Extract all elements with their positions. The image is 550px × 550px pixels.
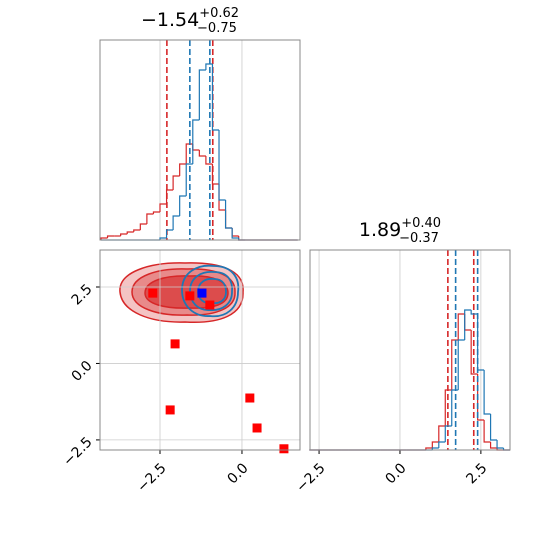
histogram-step — [470, 330, 478, 375]
histogram-step — [464, 309, 472, 340]
scatter-point — [197, 288, 207, 298]
x-tick-label: 0.0 — [383, 460, 410, 487]
histogram-step — [152, 211, 160, 214]
histogram-step — [211, 64, 220, 131]
scatter-point — [170, 339, 180, 349]
title-lower: −0.37 — [399, 231, 439, 246]
histogram-step — [159, 237, 167, 240]
scatter-point — [205, 300, 215, 310]
histogram-step — [139, 223, 147, 230]
histogram-step — [457, 313, 465, 340]
histogram-step — [231, 228, 239, 239]
x-tick-label: 2.5 — [463, 460, 490, 487]
title-value: 1.89 — [359, 219, 401, 241]
title-value: −1.54 — [141, 9, 199, 31]
histogram-step — [192, 119, 200, 164]
histogram-step — [179, 163, 187, 176]
contour-line — [189, 271, 233, 311]
histogram-step — [464, 314, 472, 331]
histogram-step — [205, 156, 213, 165]
panel-title: −1.54+0.62 −0.75 — [141, 6, 239, 36]
scatter-point — [252, 423, 262, 433]
histogram-step — [489, 414, 498, 441]
histogram-step — [172, 215, 180, 230]
histogram-step — [231, 228, 239, 237]
histogram-step — [438, 425, 446, 442]
histogram-step — [120, 233, 128, 236]
histogram-step — [218, 130, 226, 201]
y-tick-label: 0.0 — [69, 358, 96, 385]
histogram-step — [431, 447, 439, 450]
scatter-point — [245, 393, 255, 403]
histogram-step — [489, 442, 498, 449]
histogram-step — [224, 200, 233, 229]
x-tick-label: −2.5 — [134, 460, 169, 495]
panel-frame — [309, 249, 511, 451]
histogram-step — [100, 237, 108, 240]
histogram-step — [483, 370, 491, 415]
histogram-step — [451, 339, 459, 390]
histogram-step — [224, 210, 233, 229]
histogram-step — [198, 69, 206, 120]
panel-frame — [99, 249, 301, 451]
panel: −1.54+0.62 −0.75 — [99, 6, 301, 241]
histogram-step — [483, 420, 491, 443]
histogram-step — [185, 163, 193, 196]
histogram-step — [172, 175, 180, 190]
panel-frame — [99, 39, 301, 241]
panel: −2.5 0.0 2.5 1.89+0.40 −0.37 — [293, 216, 511, 496]
histogram-step — [133, 229, 141, 232]
histogram-step — [126, 231, 134, 234]
histogram-step — [198, 150, 206, 157]
histogram-step — [106, 235, 115, 238]
contour-line — [181, 264, 240, 318]
histogram-step — [425, 447, 433, 450]
x-tick-label: 0.0 — [225, 460, 252, 487]
histogram-step — [438, 441, 446, 448]
histogram-step — [192, 144, 200, 151]
scatter-point — [279, 444, 289, 454]
histogram-step — [444, 425, 452, 442]
histogram-step — [496, 440, 504, 449]
histogram-step — [431, 441, 439, 448]
histogram-step — [218, 184, 226, 211]
title-lower: −0.75 — [197, 21, 237, 36]
histogram-step — [444, 389, 452, 426]
histogram-step — [159, 203, 167, 212]
scatter-point — [148, 288, 158, 298]
scatter-point — [185, 291, 195, 301]
histogram-step — [457, 339, 465, 390]
panel-title: 1.89+0.40 −0.37 — [359, 216, 441, 246]
histogram-step — [179, 195, 187, 216]
y-tick-label: −2.5 — [60, 434, 95, 469]
panel: −2.5 0.0 −2.5 0.0 2.5 — [60, 249, 301, 496]
x-tick-label: −2.5 — [293, 460, 328, 495]
histogram-step — [146, 213, 154, 224]
scatter-point — [165, 405, 175, 415]
y-tick-label: 2.5 — [69, 281, 96, 308]
density-contours — [119, 262, 244, 324]
title-upper: +0.62 — [199, 6, 239, 21]
histogram-step — [470, 310, 478, 315]
histogram-step — [165, 229, 174, 238]
title-upper: +0.40 — [401, 216, 441, 231]
